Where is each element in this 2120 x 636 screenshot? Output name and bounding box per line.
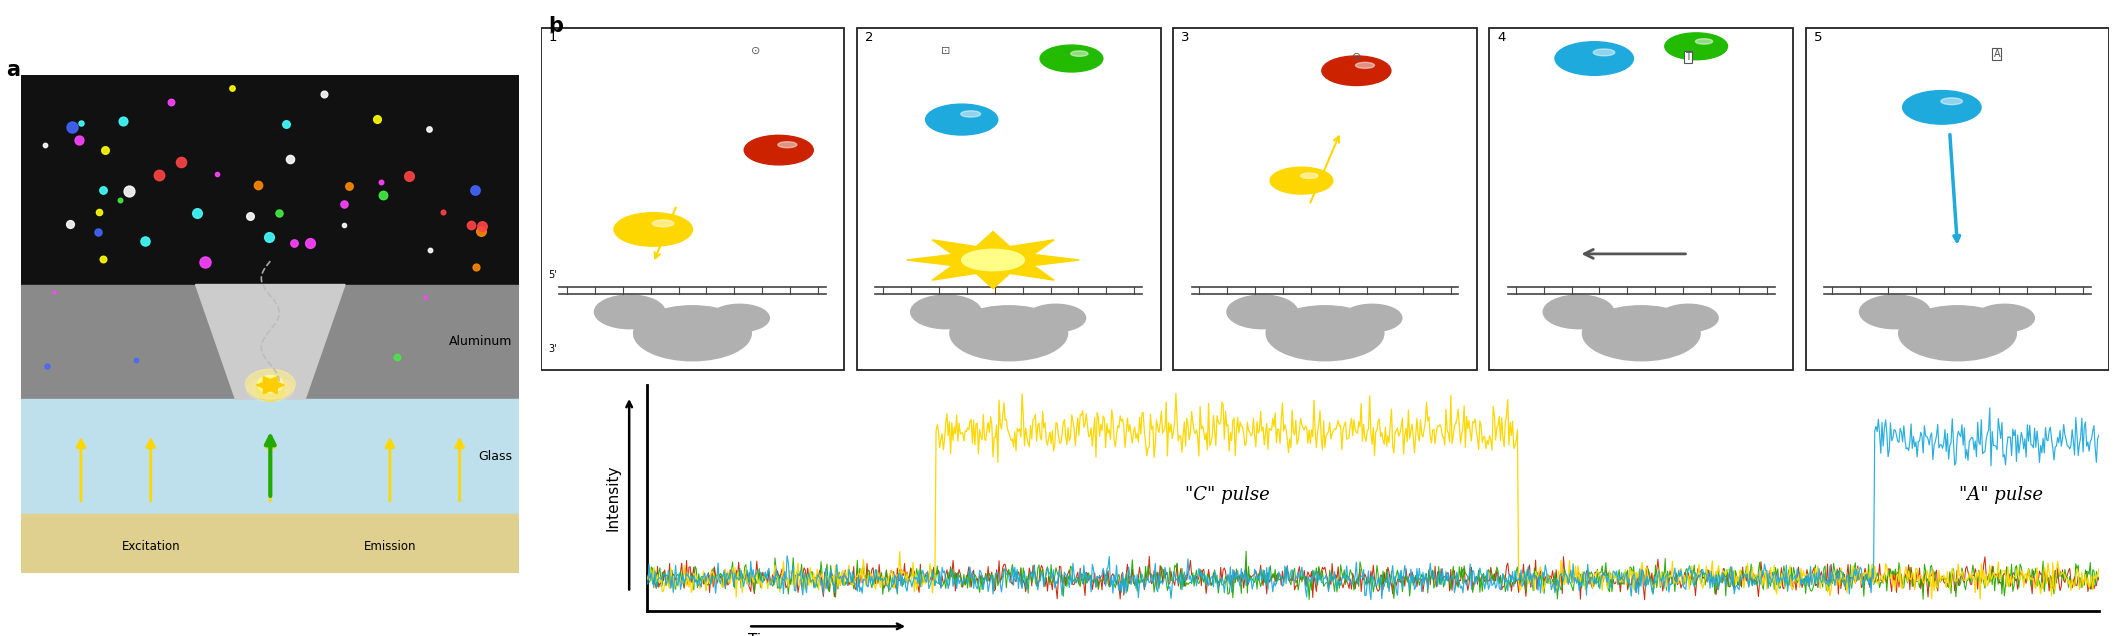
- Bar: [856, 28, 1160, 370]
- Bar: [21, 514, 519, 574]
- Ellipse shape: [912, 295, 982, 329]
- Text: ⊡: ⊡: [941, 46, 950, 57]
- Text: Intensity: Intensity: [606, 464, 621, 531]
- Ellipse shape: [1554, 42, 1632, 75]
- Text: Time: Time: [748, 633, 787, 636]
- Ellipse shape: [960, 111, 982, 117]
- Text: ⊙: ⊙: [750, 46, 759, 57]
- Text: 3: 3: [1181, 31, 1189, 44]
- Ellipse shape: [1266, 306, 1384, 361]
- Ellipse shape: [1582, 306, 1700, 361]
- Text: Aluminum: Aluminum: [449, 335, 511, 349]
- Ellipse shape: [962, 249, 1024, 271]
- Bar: [21, 284, 519, 399]
- Text: Excitation: Excitation: [121, 539, 180, 553]
- Ellipse shape: [615, 212, 693, 246]
- Ellipse shape: [926, 104, 999, 135]
- Ellipse shape: [1543, 295, 1613, 329]
- Text: "C" pulse: "C" pulse: [1185, 486, 1270, 504]
- Ellipse shape: [246, 377, 295, 401]
- Text: Glass: Glass: [477, 450, 511, 463]
- Ellipse shape: [744, 135, 814, 165]
- Text: 1: 1: [549, 31, 558, 44]
- Bar: [21, 75, 519, 284]
- Ellipse shape: [1696, 39, 1713, 44]
- Ellipse shape: [259, 375, 282, 393]
- Polygon shape: [907, 232, 1079, 289]
- Polygon shape: [257, 377, 284, 394]
- Ellipse shape: [1041, 45, 1102, 72]
- Ellipse shape: [594, 295, 666, 329]
- Text: A: A: [1993, 50, 1999, 59]
- Text: 2: 2: [865, 31, 873, 44]
- Ellipse shape: [1900, 306, 2016, 361]
- Ellipse shape: [1902, 90, 1980, 124]
- Bar: [1172, 28, 1478, 370]
- Ellipse shape: [1323, 56, 1391, 85]
- Ellipse shape: [1026, 304, 1085, 332]
- Text: 5': 5': [549, 270, 558, 280]
- Ellipse shape: [1942, 98, 1963, 105]
- Text: Emission: Emission: [365, 539, 416, 553]
- Text: 4: 4: [1497, 31, 1505, 44]
- Ellipse shape: [1302, 173, 1319, 179]
- Polygon shape: [195, 284, 346, 399]
- Ellipse shape: [1227, 295, 1297, 329]
- Ellipse shape: [257, 377, 284, 401]
- Ellipse shape: [1976, 304, 2035, 332]
- Text: 5: 5: [1813, 31, 1821, 44]
- Ellipse shape: [950, 306, 1068, 361]
- Ellipse shape: [778, 142, 797, 148]
- Text: "A" pulse: "A" pulse: [1959, 486, 2044, 504]
- Text: b: b: [549, 16, 564, 36]
- Ellipse shape: [246, 369, 295, 399]
- Text: ⊙: ⊙: [1353, 52, 1361, 62]
- Ellipse shape: [1594, 49, 1615, 56]
- Ellipse shape: [634, 306, 750, 361]
- Bar: [21, 399, 519, 514]
- Text: 3': 3': [549, 343, 558, 354]
- Ellipse shape: [252, 377, 288, 401]
- Ellipse shape: [1342, 304, 1401, 332]
- Text: a: a: [6, 60, 21, 80]
- Ellipse shape: [710, 304, 770, 332]
- Bar: [541, 28, 844, 370]
- Ellipse shape: [1859, 295, 1929, 329]
- Ellipse shape: [1071, 51, 1088, 57]
- Ellipse shape: [653, 220, 674, 227]
- Bar: [1490, 28, 1794, 370]
- Ellipse shape: [1664, 33, 1728, 60]
- Ellipse shape: [1270, 167, 1333, 194]
- Text: T: T: [1685, 52, 1692, 62]
- Ellipse shape: [1355, 62, 1374, 69]
- Ellipse shape: [1658, 304, 1717, 332]
- Bar: [1806, 28, 2109, 370]
